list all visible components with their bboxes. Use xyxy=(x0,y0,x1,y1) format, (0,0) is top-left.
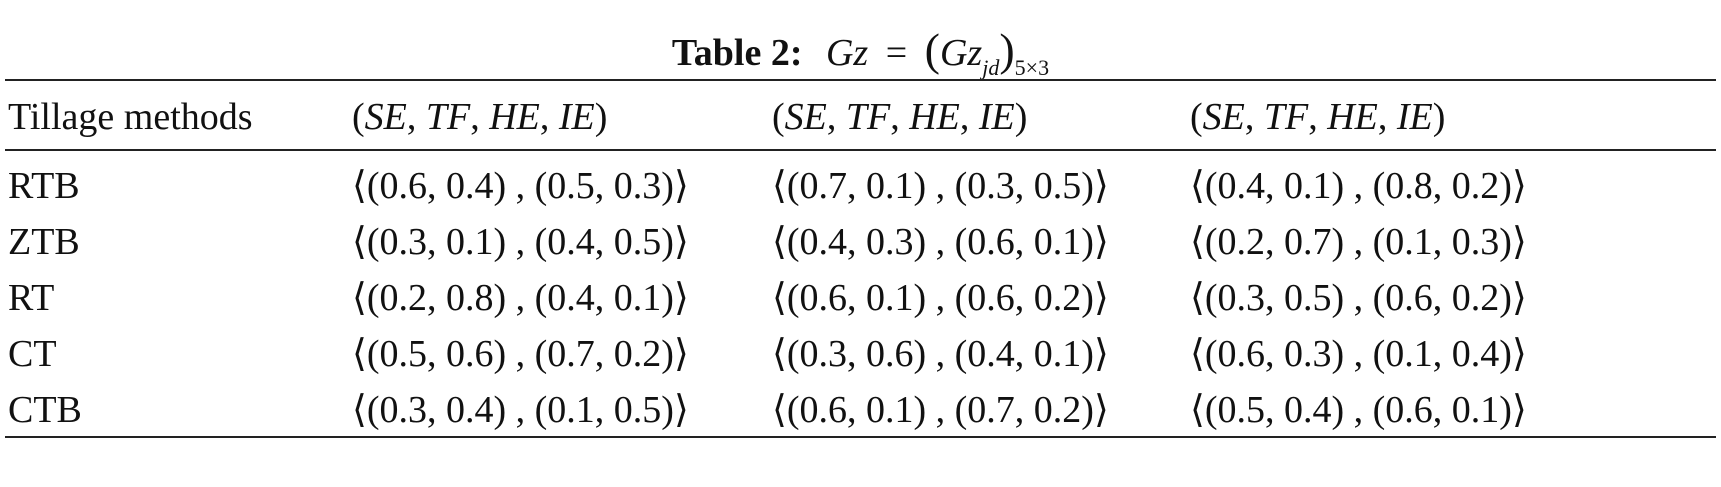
row-label: RTB xyxy=(8,165,80,207)
table-cell: ⟨(0.4, 0.3) , (0.6, 0.1)⟩ xyxy=(772,221,1109,263)
row-label: CTB xyxy=(8,389,82,431)
table-caption: Table 2: Gz = (Gzjd)5×3 xyxy=(0,27,1721,90)
formula-base: Gz xyxy=(939,32,983,74)
table-cell: ⟨(0.3, 0.4) , (0.1, 0.5)⟩ xyxy=(352,389,689,431)
table-cell: ⟨(0.3, 0.6) , (0.4, 0.1)⟩ xyxy=(772,333,1109,375)
table-cell: ⟨(0.5, 0.6) , (0.7, 0.2)⟩ xyxy=(352,333,689,375)
row-label: RT xyxy=(8,277,55,319)
header-cell: (SE, TF, HE, IE) xyxy=(352,96,608,138)
formula-index: jd xyxy=(982,55,1000,80)
row-label: ZTB xyxy=(8,221,80,263)
table-cell: ⟨(0.5, 0.4) , (0.6, 0.1)⟩ xyxy=(1190,389,1527,431)
table-cell: ⟨(0.6, 0.4) , (0.5, 0.3)⟩ xyxy=(352,165,689,207)
header-cell: (SE, TF, HE, IE) xyxy=(772,96,1028,138)
table-cell: ⟨(0.7, 0.1) , (0.3, 0.5)⟩ xyxy=(772,165,1109,207)
formula-open: ( xyxy=(924,24,940,75)
mid-rule xyxy=(5,149,1716,151)
formula-size: 5×3 xyxy=(1014,55,1050,80)
table-cell: ⟨(0.2, 0.7) , (0.1, 0.3)⟩ xyxy=(1190,221,1527,263)
row-label: CT xyxy=(8,333,57,375)
formula-lhs: Gz xyxy=(825,32,869,74)
header-cell: (SE, TF, HE, IE) xyxy=(1190,96,1446,138)
top-rule xyxy=(5,79,1716,81)
formula-eq: = xyxy=(885,32,908,74)
table-cell: ⟨(0.6, 0.3) , (0.1, 0.4)⟩ xyxy=(1190,333,1527,375)
table-cell: ⟨(0.3, 0.5) , (0.6, 0.2)⟩ xyxy=(1190,277,1527,319)
table-cell: ⟨(0.2, 0.8) , (0.4, 0.1)⟩ xyxy=(352,277,689,319)
table-cell: ⟨(0.3, 0.1) , (0.4, 0.5)⟩ xyxy=(352,221,689,263)
bottom-rule xyxy=(5,436,1716,438)
table-cell: ⟨(0.6, 0.1) , (0.6, 0.2)⟩ xyxy=(772,277,1109,319)
formula-close: ) xyxy=(999,24,1015,75)
table-cell: ⟨(0.6, 0.1) , (0.7, 0.2)⟩ xyxy=(772,389,1109,431)
table-cell: ⟨(0.4, 0.1) , (0.8, 0.2)⟩ xyxy=(1190,165,1527,207)
header-cell: Tillage methods xyxy=(8,96,253,138)
caption-label: Table 2: xyxy=(671,32,803,74)
